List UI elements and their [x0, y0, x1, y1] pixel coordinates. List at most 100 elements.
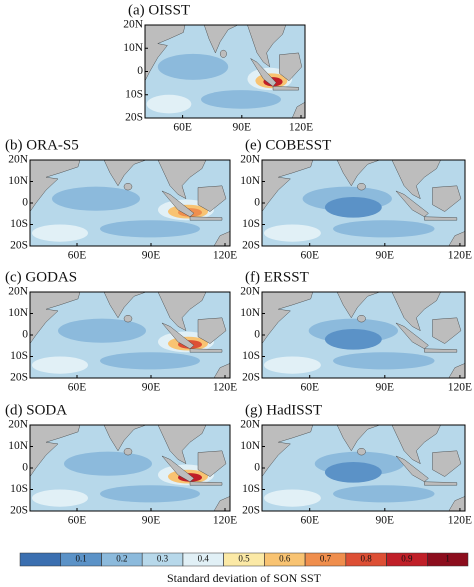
land — [124, 448, 132, 455]
map — [262, 292, 465, 379]
land — [433, 451, 461, 477]
patch — [100, 220, 200, 238]
lon-label: 90E — [233, 122, 252, 134]
land — [424, 482, 456, 485]
land — [273, 86, 299, 90]
patch — [333, 485, 435, 503]
lat-label: 10S — [125, 88, 143, 100]
land — [158, 160, 206, 199]
land — [198, 318, 226, 344]
lon-label: 60E — [68, 250, 87, 262]
colorbar-tick-label: 0.9 — [401, 554, 413, 564]
patch — [32, 489, 88, 507]
lon-label: 120E — [213, 515, 237, 527]
land — [396, 456, 428, 482]
panel-title: (c) GODAS — [5, 269, 77, 285]
lon-label: 90E — [142, 515, 161, 527]
patch — [201, 90, 281, 109]
lat-label: 10N — [8, 175, 29, 187]
land — [158, 425, 206, 464]
map-field — [262, 160, 465, 247]
land — [337, 292, 380, 318]
patch — [146, 94, 192, 114]
land — [190, 217, 222, 220]
lat-label: 20S — [242, 372, 260, 384]
lat-label: 0 — [22, 329, 28, 341]
lon-label: 90E — [376, 382, 395, 394]
lon-label: 60E — [68, 382, 87, 394]
map — [30, 160, 230, 247]
patch — [32, 356, 88, 374]
map — [262, 160, 465, 247]
lat-label: 10N — [8, 440, 29, 452]
lat-label: 0 — [137, 65, 143, 77]
land — [337, 160, 380, 186]
land — [145, 25, 185, 81]
land — [251, 58, 277, 86]
map-field — [30, 160, 230, 247]
patch — [264, 489, 321, 507]
panel-title: (d) SODA — [5, 402, 67, 418]
land — [162, 323, 194, 349]
land — [357, 315, 365, 322]
lat-label: 10S — [10, 218, 28, 230]
patch — [58, 318, 146, 343]
colorbar-tick-label: 0.3 — [157, 554, 169, 564]
lat-label: 20N — [240, 286, 261, 298]
patch — [324, 196, 382, 218]
colorbar-tick-label: 0.4 — [198, 554, 210, 564]
lat-label: 20S — [242, 505, 260, 517]
land — [292, 102, 306, 119]
lon-label: 120E — [448, 250, 472, 262]
lon-label: 120E — [289, 122, 313, 134]
lat-label: 20S — [242, 240, 260, 252]
map — [145, 25, 306, 119]
land — [392, 425, 441, 464]
lat-label: 10S — [242, 483, 260, 495]
land — [337, 425, 380, 451]
lon-label: 60E — [300, 382, 319, 394]
lat-label: 10N — [8, 307, 29, 319]
lon-label: 120E — [213, 382, 237, 394]
lat-label: 10N — [240, 307, 261, 319]
lat-label: 0 — [22, 462, 28, 474]
land — [396, 323, 428, 349]
map-field — [262, 425, 465, 512]
lat-label: 20S — [125, 112, 143, 124]
land — [220, 50, 226, 57]
patch — [324, 461, 382, 483]
lat-label: 0 — [254, 329, 260, 341]
land — [214, 363, 230, 379]
land — [279, 53, 301, 81]
colorbar-label: Standard deviation of SON SST — [167, 571, 322, 585]
colorbar-tick-label: 1 — [445, 554, 450, 564]
lat-label: 10N — [123, 42, 144, 54]
map-field — [145, 25, 306, 119]
map — [262, 425, 465, 512]
land — [449, 363, 465, 379]
colorbar-tick-label: 0.8 — [361, 554, 373, 564]
panel-title: (g) HadISST — [245, 402, 322, 418]
land — [30, 160, 80, 212]
land — [247, 25, 285, 67]
land — [262, 425, 313, 477]
land — [392, 292, 441, 331]
colorbar-tick-label: 0.6 — [279, 554, 291, 564]
lat-label: 10N — [240, 440, 261, 452]
land — [424, 217, 456, 220]
lat-label: 10S — [242, 350, 260, 362]
land — [198, 186, 226, 212]
lat-label: 20N — [8, 286, 29, 298]
lat-label: 20N — [8, 154, 29, 166]
lat-label: 0 — [254, 197, 260, 209]
lon-label: 90E — [142, 382, 161, 394]
lat-label: 0 — [22, 197, 28, 209]
lat-label: 10N — [240, 175, 261, 187]
lat-label: 20N — [8, 419, 29, 431]
patch — [264, 224, 321, 242]
patch — [333, 220, 435, 238]
patch — [264, 356, 321, 374]
land — [104, 292, 146, 318]
land — [392, 160, 441, 199]
